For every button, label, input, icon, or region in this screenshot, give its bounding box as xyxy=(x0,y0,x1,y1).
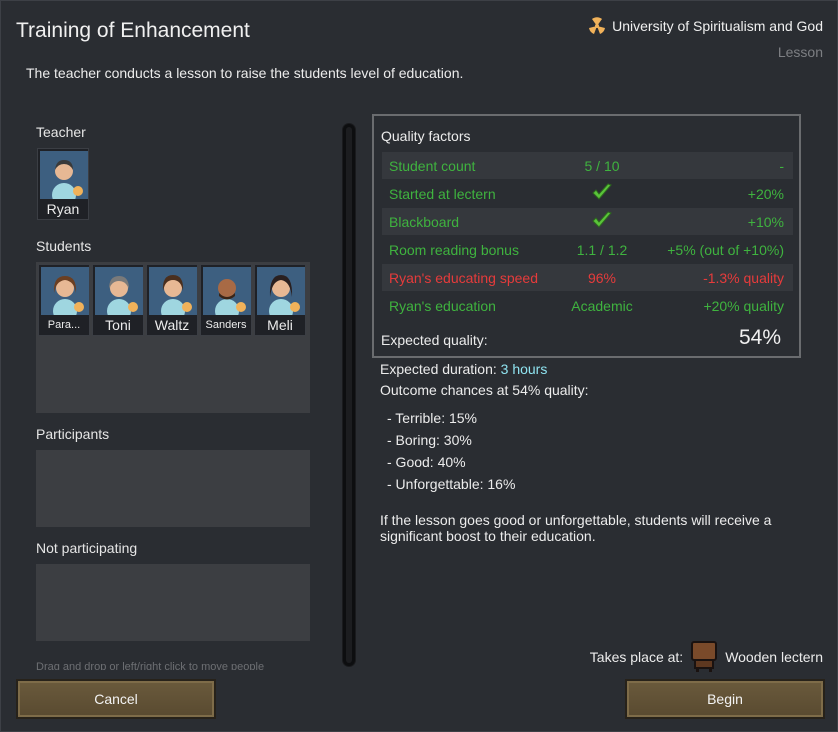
students-label: Students xyxy=(36,238,92,254)
location-name: Wooden lectern xyxy=(725,649,823,665)
not-participating-drop-zone[interactable] xyxy=(36,564,310,641)
factor-label: Blackboard xyxy=(389,214,460,230)
expected-quality-label: Expected quality: xyxy=(381,332,488,348)
factor-effect: +20% xyxy=(747,186,784,202)
pawn-name: Meli xyxy=(267,317,293,333)
quality-row: Room reading bonus 1.1 / 1.2 +5% (out of… xyxy=(382,236,793,263)
quality-row: Student count 5 / 10 - xyxy=(382,152,793,179)
pawn-name: Sanders xyxy=(205,319,247,331)
factor-effect: - xyxy=(779,158,784,174)
pawn-portrait xyxy=(203,267,251,315)
pawn-portrait xyxy=(257,267,305,315)
quality-factors-title: Quality factors xyxy=(381,128,471,144)
pawn-portrait xyxy=(149,267,197,315)
outcome-chance-item: - Good: 40% xyxy=(387,454,466,470)
quality-row: Ryan's educating speed 96% -1.3% quality xyxy=(382,264,793,291)
factor-label: Ryan's educating speed xyxy=(389,270,538,286)
student-pawn[interactable]: Para... xyxy=(38,264,90,336)
factor-value: 5 / 10 xyxy=(584,158,620,174)
lectern-icon[interactable] xyxy=(691,641,718,673)
teacher-label: Teacher xyxy=(36,124,86,140)
student-pawn[interactable]: Waltz xyxy=(146,264,198,336)
ritual-type: Lesson xyxy=(777,44,823,60)
factor-value: 96% xyxy=(587,270,617,286)
factor-effect: -1.3% quality xyxy=(703,270,784,286)
checkmark-icon xyxy=(592,183,612,200)
factor-effect: +10% xyxy=(747,214,784,230)
student-pawn[interactable]: Sanders xyxy=(200,264,252,336)
location-info: Takes place at: Wooden lectern xyxy=(590,641,823,673)
factor-value xyxy=(542,211,662,232)
quality-row: Ryan's education Academic +20% quality xyxy=(382,292,793,319)
students-drop-zone[interactable]: Para... Toni Waltz xyxy=(36,262,310,413)
expected-duration: Expected duration: 3 hours xyxy=(380,361,547,377)
factor-label: Room reading bonus xyxy=(389,242,519,258)
pawn-name: Para... xyxy=(47,319,81,331)
duration-label: Expected duration: xyxy=(380,361,497,377)
scrollbar[interactable] xyxy=(342,123,356,667)
quality-row: Started at lectern +20% xyxy=(382,180,793,207)
factor-value xyxy=(542,183,662,204)
begin-button[interactable]: Begin xyxy=(625,679,825,719)
outcome-note: If the lesson goes good or unforgettable… xyxy=(380,512,772,544)
outcome-chance-item: - Terrible: 15% xyxy=(387,410,478,426)
location-label: Takes place at: xyxy=(589,649,684,665)
scrollbar-thumb[interactable] xyxy=(346,127,352,663)
participants-drop-zone[interactable] xyxy=(36,450,310,527)
drag-hint: Drag and drop or left/right click to mov… xyxy=(36,661,265,670)
factor-effect: +5% (out of +10%) xyxy=(667,242,784,258)
student-pawn[interactable]: Meli xyxy=(254,264,306,336)
pawn-name: Ryan xyxy=(46,201,80,217)
checkmark-icon xyxy=(592,211,612,228)
factor-label: Student count xyxy=(389,158,476,174)
student-pawn[interactable]: Toni xyxy=(92,264,144,336)
pawn-name: Waltz xyxy=(154,317,190,333)
duration-value: 3 hours xyxy=(500,361,548,377)
outcome-chance-item: - Unforgettable: 16% xyxy=(387,476,516,492)
pawn-portrait xyxy=(95,267,143,315)
radiation-icon xyxy=(589,17,606,34)
expected-quality-value: 54% xyxy=(738,326,781,349)
quality-row: Blackboard +10% xyxy=(382,208,793,235)
participants-label: Participants xyxy=(36,426,110,442)
outcome-chances-label: Outcome chances at 54% quality: xyxy=(380,382,589,398)
ideology-name: University of Spiritualism and God xyxy=(612,18,823,34)
ideology-label[interactable]: University of Spiritualism and God xyxy=(588,17,823,35)
factor-value: Academic xyxy=(571,298,633,314)
factor-label: Started at lectern xyxy=(389,186,496,202)
factor-label: Ryan's education xyxy=(389,298,496,314)
factor-effect: +20% quality xyxy=(703,298,784,314)
pawn-portrait xyxy=(41,267,89,315)
pawn-name: Toni xyxy=(105,317,131,333)
quality-factors-panel: Quality factors Student count 5 / 10 - S… xyxy=(372,114,801,358)
not-participating-label: Not participating xyxy=(36,540,138,556)
dialog-title: Training of Enhancement xyxy=(16,19,250,42)
factor-value: 1.1 / 1.2 xyxy=(576,242,628,258)
pawn-portrait xyxy=(40,151,88,199)
teacher-pawn[interactable]: Ryan xyxy=(37,148,89,220)
outcome-chance-item: - Boring: 30% xyxy=(387,432,472,448)
cancel-button[interactable]: Cancel xyxy=(16,679,216,719)
ritual-description: The teacher conducts a lesson to raise t… xyxy=(26,65,464,81)
